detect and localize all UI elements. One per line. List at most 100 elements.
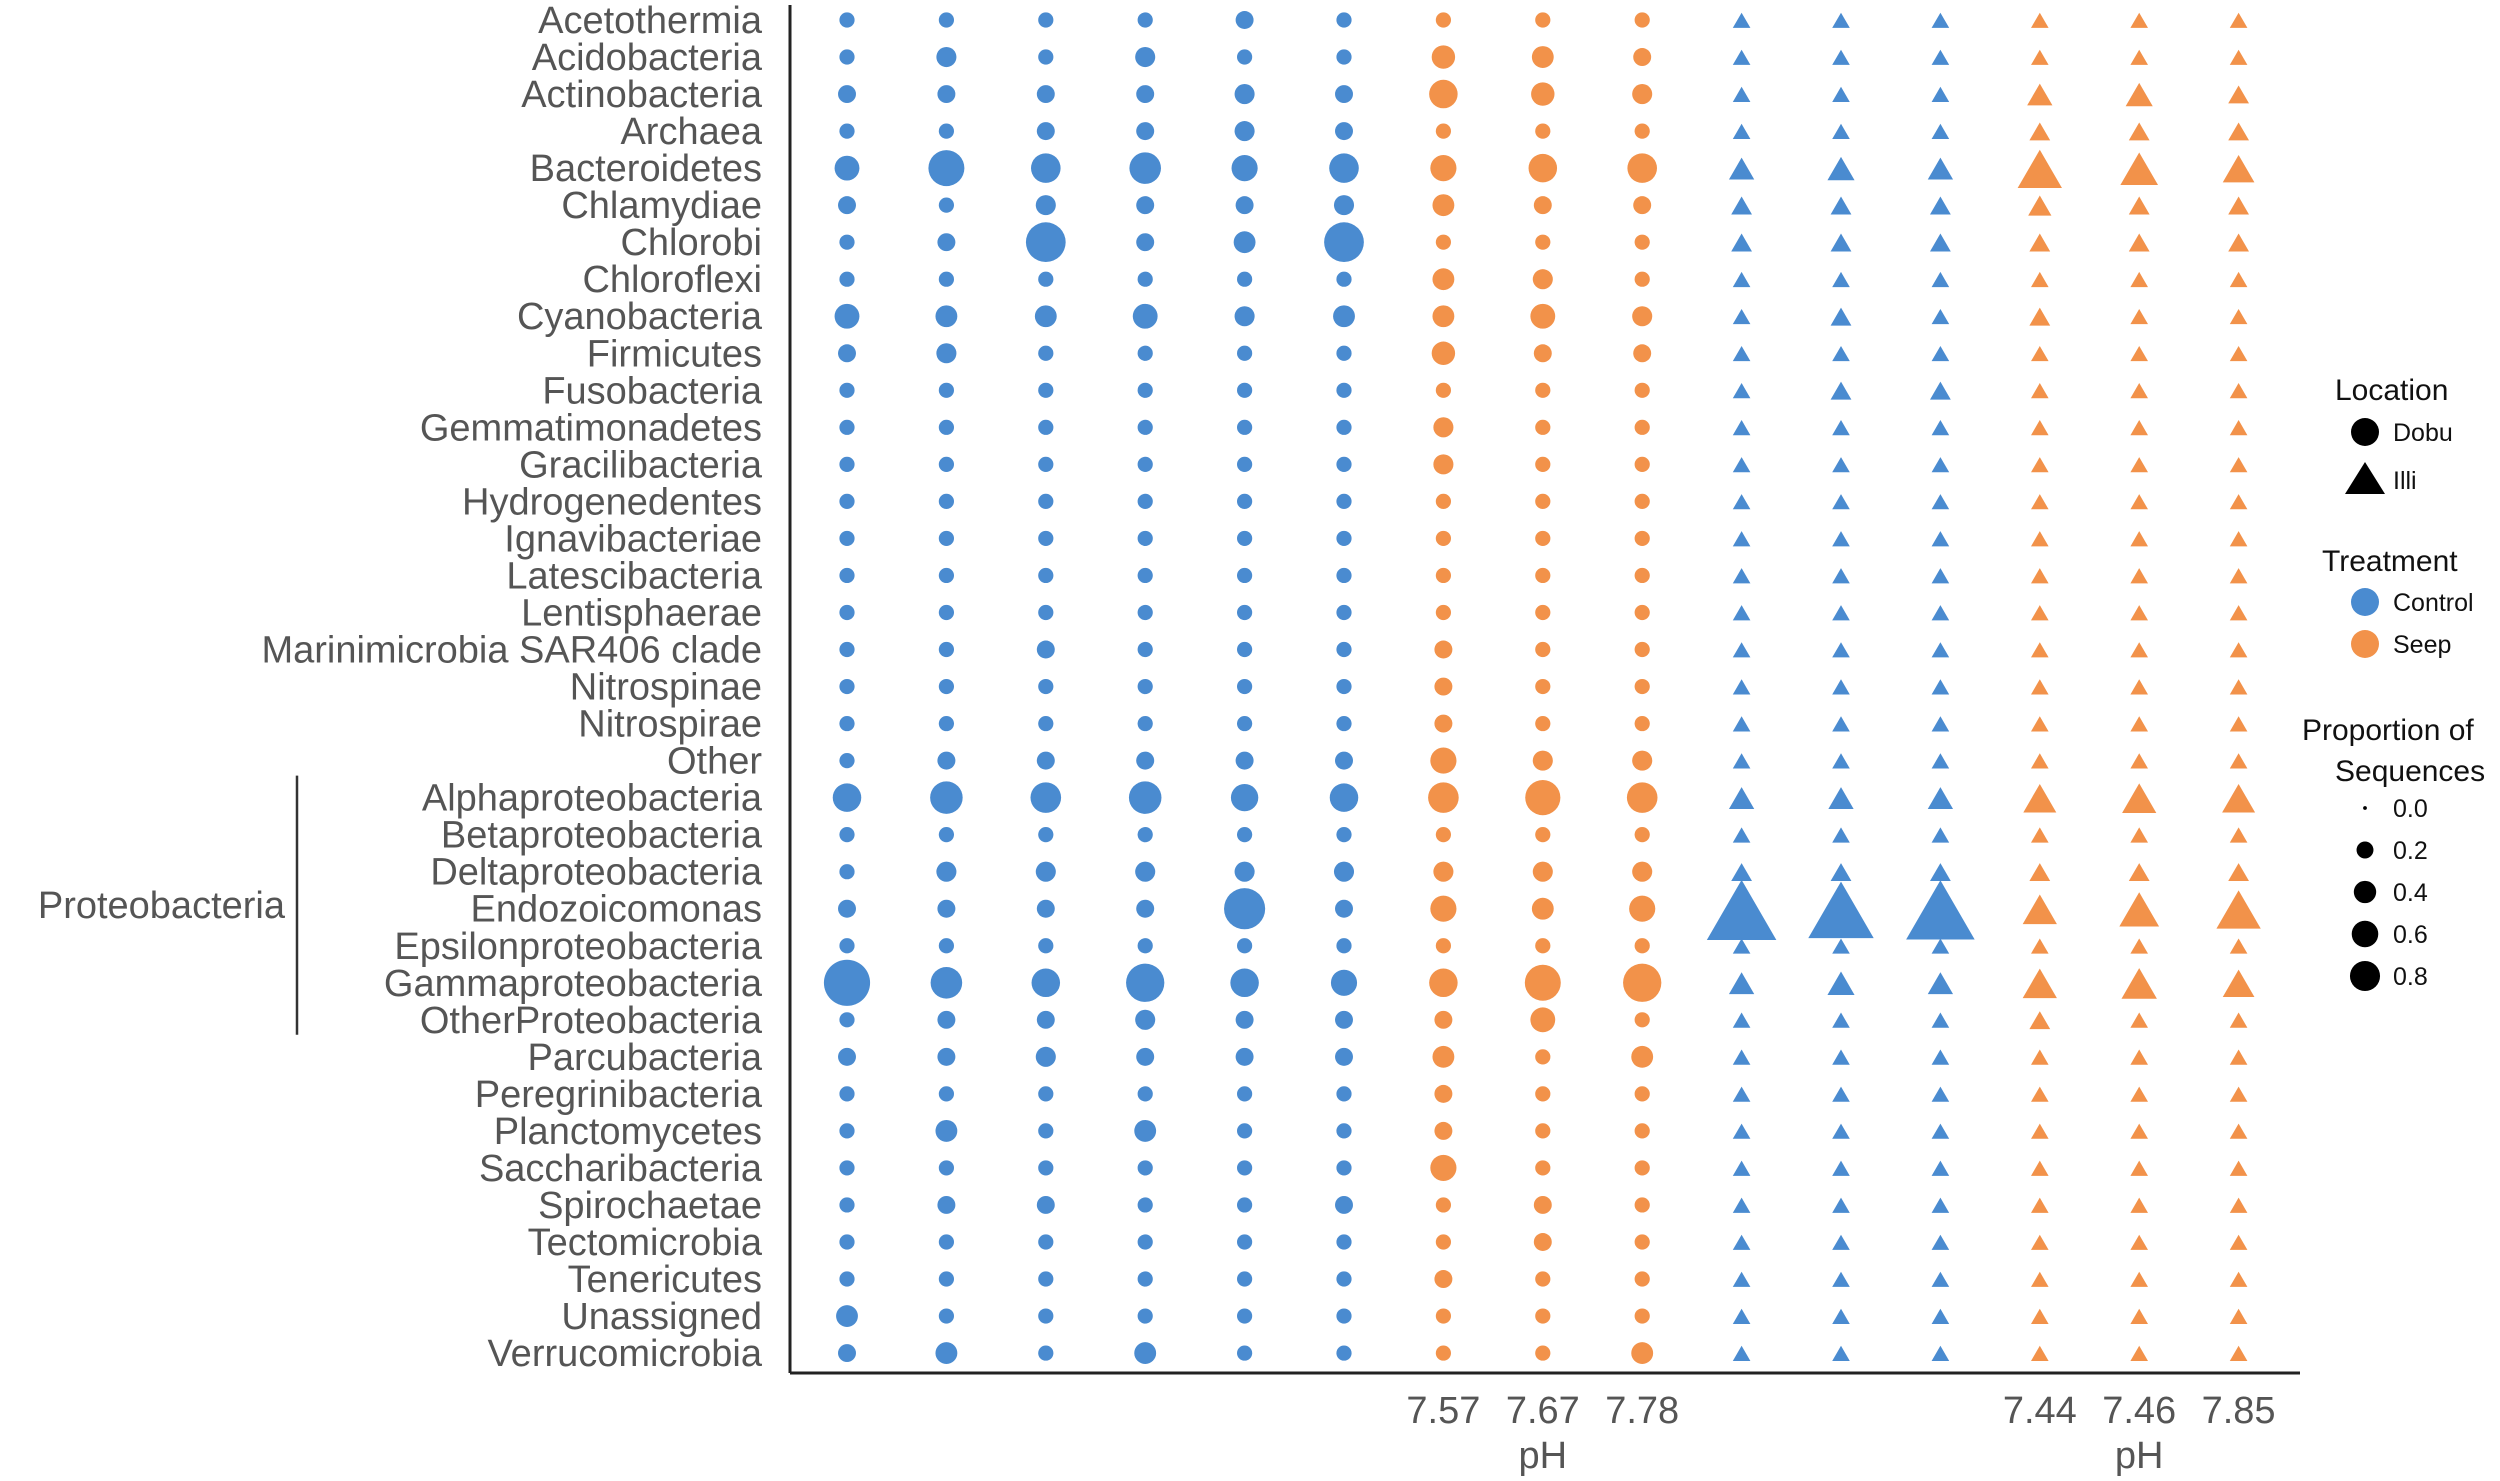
- point-unassigned-sample-13: [2031, 1308, 2049, 1324]
- y-tick-label-ignavibacteriae: Ignavibacteriae: [504, 518, 762, 560]
- point-chlamydiae-sample-6: [1333, 195, 1355, 216]
- point-otherproteobacteria-sample-11: [1832, 1012, 1850, 1028]
- point-bacteroidetes-sample-7: [1430, 155, 1457, 182]
- ph-tick-label-13: 7.44: [2003, 1390, 2077, 1432]
- point-alphaproteobacteria-sample-3: [1030, 782, 1062, 813]
- y-tick-label-betaproteobacteria: Betaproteobacteria: [441, 815, 763, 857]
- point-spirochaetae-sample-10: [1732, 1197, 1751, 1213]
- point-endozoicomonas-sample-9: [1629, 895, 1656, 922]
- point-archaea-sample-7: [1435, 123, 1451, 139]
- point-gemmatimonadetes-sample-8: [1535, 419, 1551, 435]
- point-hydrogenedentes-sample-2: [938, 493, 955, 509]
- point-hydrogenedentes-sample-9: [1634, 493, 1650, 509]
- point-saccharibacteria-sample-11: [1832, 1160, 1850, 1176]
- point-other-sample-6: [1335, 751, 1353, 770]
- legend-key-control: [2351, 588, 2379, 616]
- point-cyanobacteria-sample-2: [935, 305, 958, 328]
- point-bacteroidetes-sample-3: [1031, 153, 1061, 183]
- point-chlamydiae-sample-8: [1533, 196, 1552, 215]
- point-peregrinibacteria-sample-10: [1732, 1086, 1751, 1102]
- point-archaea-sample-10: [1732, 123, 1751, 139]
- point-saccharibacteria-sample-8: [1535, 1160, 1551, 1176]
- point-acidobacteria-sample-9: [1633, 48, 1652, 67]
- point-chlamydiae-sample-14: [2128, 196, 2150, 215]
- point-unassigned-sample-5: [1237, 1308, 1253, 1324]
- point-gammaproteobacteria-sample-10: [1728, 972, 1755, 995]
- point-firmicutes-sample-11: [1832, 345, 1850, 362]
- point-tenericutes-sample-1: [839, 1271, 855, 1287]
- x-axis-title-ph-1: pH: [1519, 1435, 1568, 1477]
- point-chlorobi-sample-3: [1025, 222, 1066, 263]
- point-tenericutes-sample-10: [1732, 1271, 1751, 1287]
- point-verrucomicrobia-sample-14: [2130, 1345, 2148, 1361]
- point-alphaproteobacteria-sample-12: [1927, 787, 1954, 809]
- point-latescibacteria-sample-5: [1237, 567, 1253, 584]
- point-tectomicrobia-sample-11: [1832, 1234, 1850, 1250]
- point-unassigned-sample-11: [1832, 1308, 1850, 1324]
- point-planctomycetes-sample-5: [1237, 1123, 1253, 1139]
- point-spirochaetae-sample-7: [1435, 1197, 1451, 1213]
- point-gemmatimonadetes-sample-14: [2130, 420, 2148, 436]
- point-otherproteobacteria-sample-8: [1530, 1007, 1556, 1033]
- point-acetothermia-sample-8: [1535, 12, 1551, 28]
- point-firmicutes-sample-3: [1038, 345, 1054, 361]
- point-otherproteobacteria-sample-15: [2229, 1012, 2248, 1028]
- point-fusobacteria-sample-4: [1137, 382, 1153, 398]
- point-tenericutes-sample-4: [1137, 1271, 1153, 1287]
- point-planctomycetes-sample-7: [1434, 1121, 1453, 1140]
- point-betaproteobacteria-sample-9: [1634, 827, 1650, 843]
- y-tick-label-tectomicrobia: Tectomicrobia: [528, 1222, 763, 1264]
- point-gemmatimonadetes-sample-7: [1433, 417, 1454, 438]
- point-latescibacteria-sample-2: [938, 567, 955, 584]
- point-chlamydiae-sample-10: [1731, 196, 1752, 215]
- point-latescibacteria-sample-4: [1137, 567, 1153, 584]
- point-nitrospinae-sample-5: [1237, 678, 1253, 695]
- point-lentisphaerae-sample-7: [1435, 604, 1451, 621]
- point-nitrospirae-sample-1: [839, 715, 855, 732]
- point-fusobacteria-sample-15: [2229, 383, 2248, 399]
- point-alphaproteobacteria-sample-15: [2222, 783, 2256, 813]
- legend-label-dobu: Dobu: [2393, 419, 2453, 447]
- legend-size-label-1: 0.0: [2393, 795, 2428, 823]
- point-acetothermia-sample-11: [1832, 12, 1850, 28]
- point-unassigned-sample-14: [2130, 1308, 2148, 1324]
- point-chlamydiae-sample-2: [938, 197, 955, 213]
- data-marks: [823, 11, 2261, 1365]
- legend-title-size-line2: Sequences: [2335, 755, 2485, 788]
- point-ignavibacteriae-sample-11: [1832, 531, 1850, 547]
- point-hydrogenedentes-sample-10: [1732, 494, 1751, 510]
- point-ignavibacteriae-sample-14: [2130, 531, 2148, 547]
- point-lentisphaerae-sample-9: [1634, 604, 1650, 621]
- point-marinimicrobia-sar406-clade-sample-2: [938, 641, 955, 658]
- point-tectomicrobia-sample-10: [1732, 1234, 1751, 1250]
- point-otherproteobacteria-sample-6: [1335, 1010, 1353, 1029]
- legend-size-key-1: [2363, 806, 2367, 810]
- point-deltaproteobacteria-sample-6: [1333, 861, 1355, 882]
- point-gemmatimonadetes-sample-5: [1237, 419, 1253, 435]
- point-hydrogenedentes-sample-13: [2031, 494, 2049, 510]
- point-hydrogenedentes-sample-4: [1137, 493, 1153, 509]
- point-cyanobacteria-sample-3: [1034, 305, 1057, 328]
- point-endozoicomonas-sample-3: [1036, 899, 1055, 918]
- point-hydrogenedentes-sample-6: [1336, 493, 1352, 509]
- point-actinobacteria-sample-10: [1732, 86, 1751, 102]
- y-tick-label-chloroflexi: Chloroflexi: [582, 259, 762, 301]
- point-nitrospirae-sample-8: [1535, 715, 1551, 732]
- point-peregrinibacteria-sample-15: [2229, 1086, 2248, 1102]
- point-deltaproteobacteria-sample-10: [1731, 863, 1752, 882]
- point-gemmatimonadetes-sample-10: [1732, 420, 1751, 436]
- point-archaea-sample-8: [1535, 123, 1551, 139]
- point-archaea-sample-14: [2128, 122, 2150, 141]
- point-deltaproteobacteria-sample-13: [2029, 863, 2051, 882]
- point-gracilibacteria-sample-12: [1931, 457, 1950, 473]
- point-tectomicrobia-sample-12: [1931, 1234, 1950, 1250]
- point-spirochaetae-sample-4: [1137, 1197, 1153, 1213]
- point-chlamydiae-sample-1: [838, 196, 856, 215]
- point-other-sample-5: [1235, 751, 1254, 770]
- point-spirochaetae-sample-3: [1036, 1195, 1055, 1214]
- point-saccharibacteria-sample-7: [1430, 1154, 1457, 1182]
- point-endozoicomonas-sample-5: [1224, 888, 1266, 930]
- point-gammaproteobacteria-sample-8: [1524, 964, 1561, 1001]
- point-acetothermia-sample-15: [2229, 12, 2248, 28]
